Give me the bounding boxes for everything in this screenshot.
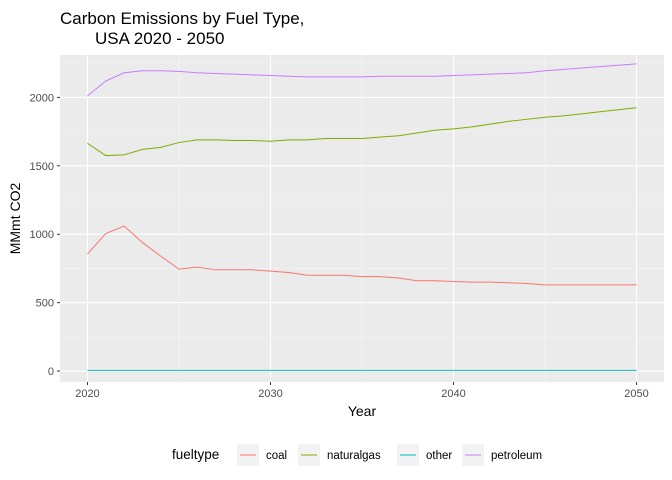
x-axis-title: Year (348, 403, 377, 419)
y-tick-label: 0 (48, 366, 54, 378)
x-tick-label: 2050 (624, 388, 648, 400)
series-line-coal (87, 225, 637, 286)
y-tick-label: 1000 (30, 229, 54, 241)
series-line-naturalgas (87, 107, 637, 157)
x-tick-label: 2040 (441, 388, 465, 400)
legend-label-petroleum: petroleum (491, 450, 542, 462)
x-tick-label: 2030 (258, 388, 282, 400)
y-tick-label: 1500 (30, 161, 54, 173)
grid (60, 55, 664, 382)
y-tick-label: 500 (36, 298, 54, 310)
legend-title: fueltype (172, 447, 219, 462)
series-line-petroleum (87, 63, 637, 97)
legend: fueltype coal naturalgas other petroleum (172, 444, 542, 466)
chart-title-line-1: Carbon Emissions by Fuel Type, (60, 9, 304, 28)
legend-label-other: other (426, 450, 452, 462)
y-axis: 0 500 1000 1500 2000 (30, 92, 60, 378)
chart-title-line-2: USA 2020 - 2050 (95, 29, 224, 48)
series-lines (87, 63, 637, 371)
legend-label-naturalgas: naturalgas (327, 450, 381, 462)
y-tick-label: 2000 (30, 92, 54, 104)
legend-label-coal: coal (266, 450, 287, 462)
x-axis: 2020 2030 2040 2050 (75, 382, 649, 400)
y-axis-title: MMmt CO2 (7, 183, 23, 255)
x-tick-label: 2020 (75, 388, 99, 400)
